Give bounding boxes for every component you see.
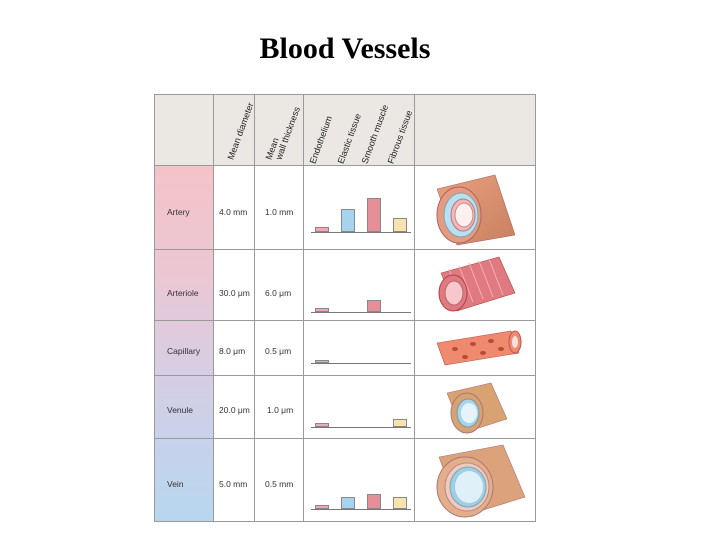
bar-venule-endothelium: [315, 423, 329, 427]
row-diameter-arteriole: 30.0 μm: [219, 288, 250, 298]
bar-artery-endothelium: [315, 227, 329, 232]
bar-artery-elastic: [341, 209, 355, 232]
row-name-venule: Venule: [167, 405, 193, 415]
row-name-artery: Artery: [167, 207, 190, 217]
divider: [155, 375, 535, 376]
arteriole-illustration: [438, 256, 516, 312]
page-title: Blood Vessels: [259, 32, 431, 65]
divider: [155, 320, 535, 321]
divider: [155, 438, 535, 439]
divider: [213, 95, 214, 521]
bar-baseline: [311, 363, 411, 364]
bar-arteriole-smooth: [367, 300, 381, 312]
bar-arteriole-endothelium: [315, 308, 329, 312]
vein-illustration: [436, 444, 526, 518]
vessel-name-column: [155, 165, 214, 521]
row-wall-arteriole: 6.0 μm: [265, 288, 292, 298]
divider: [254, 95, 255, 521]
row-diameter-vein: 5.0 mm: [219, 479, 248, 489]
bar-venule-fibrous: [393, 419, 407, 427]
bar-vein-smooth: [367, 494, 381, 509]
vessel-table: Mean diameter Mean wall thickness Endoth…: [154, 94, 536, 522]
divider: [155, 249, 535, 250]
row-name-arteriole: Arteriole: [167, 288, 199, 298]
bar-vein-elastic: [341, 497, 355, 509]
row-diameter-artery: 4.0 mm: [219, 207, 248, 217]
bar-vein-endothelium: [315, 505, 329, 509]
venule-illustration: [446, 382, 508, 434]
bar-baseline: [311, 509, 411, 510]
artery-illustration: [436, 174, 516, 246]
row-wall-venule: 1.0 μm: [267, 405, 294, 415]
bar-vein-fibrous: [393, 497, 407, 509]
bar-artery-smooth: [367, 198, 381, 232]
header-tissue-cell: [304, 95, 414, 165]
divider: [155, 165, 535, 166]
header-blank: [155, 95, 213, 165]
row-diameter-venule: 20.0 μm: [219, 405, 250, 415]
row-diameter-capillary: 8.0 μm: [219, 346, 246, 356]
row-wall-vein: 0.5 mm: [265, 479, 294, 489]
header-wall-cell: [255, 95, 303, 165]
bar-baseline: [311, 427, 411, 428]
row-wall-artery: 1.0 mm: [265, 207, 294, 217]
row-name-capillary: Capillary: [167, 346, 201, 356]
row-wall-capillary: 0.5 μm: [265, 346, 292, 356]
bar-baseline: [311, 232, 411, 233]
row-name-vein: Vein: [167, 479, 184, 489]
capillary-illustration: [436, 330, 522, 366]
divider: [414, 95, 415, 521]
bar-baseline: [311, 312, 411, 313]
divider: [303, 95, 304, 521]
bar-capillary-endothelium: [315, 360, 329, 363]
header-diameter-cell: [214, 95, 254, 165]
header-image-cell: [415, 95, 535, 165]
bar-artery-fibrous: [393, 218, 407, 232]
